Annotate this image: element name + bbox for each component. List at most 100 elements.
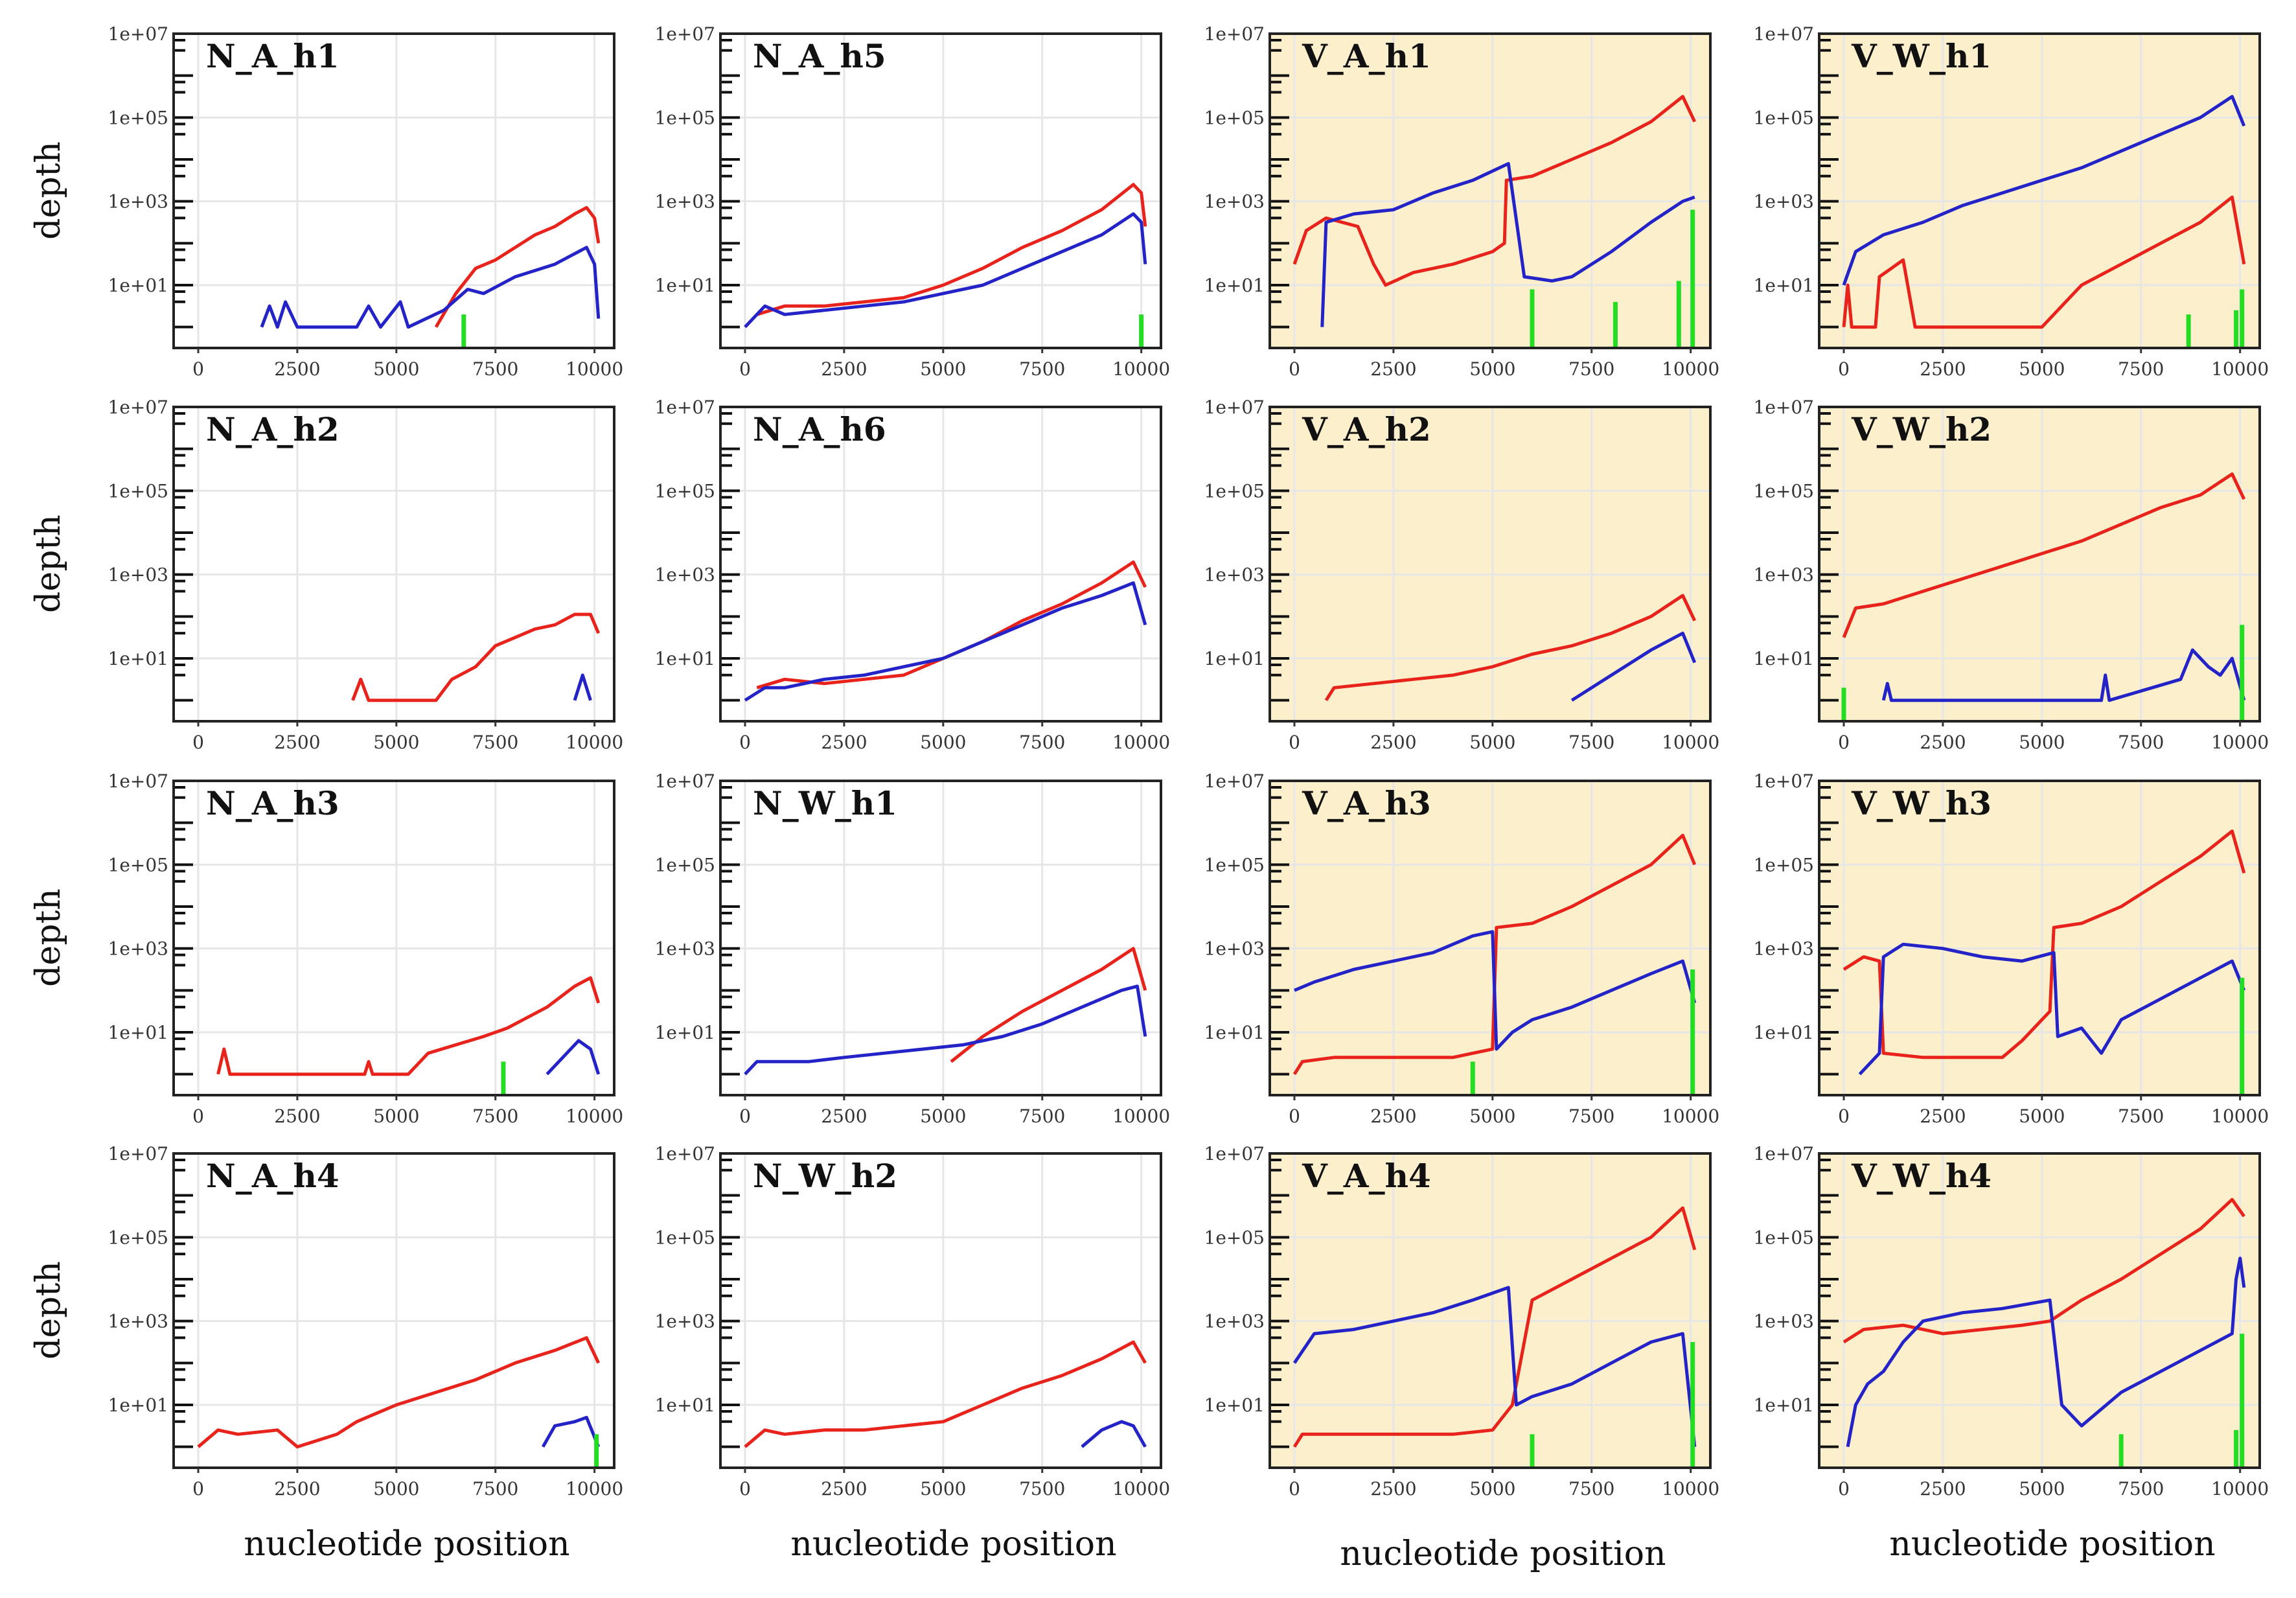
y-axis-label: depth bbox=[29, 515, 68, 613]
x-tick-label: 2500 bbox=[1920, 1478, 1966, 1500]
x-tick-label: 10000 bbox=[2211, 732, 2269, 753]
series-red-line bbox=[197, 1336, 601, 1449]
series-red-line bbox=[1843, 1198, 2245, 1344]
x-tick-label: 7500 bbox=[1568, 732, 1614, 753]
series-blue-line bbox=[541, 1415, 601, 1448]
y-tick-label: 1e+01 bbox=[655, 1022, 715, 1043]
x-tick-label: 2500 bbox=[274, 358, 320, 380]
panel-N_A_h1: 1e+01 1e+03 1e+05 1e+07 0 2500 5000 7500 10000 N_… bbox=[108, 23, 624, 380]
y-tick-label: 1e+03 bbox=[1204, 1311, 1265, 1332]
y-tick-label: 1e+07 bbox=[1754, 770, 1814, 792]
x-tick-label: 2500 bbox=[1370, 1478, 1416, 1500]
x-tick-label: 2500 bbox=[274, 1478, 320, 1500]
x-tick-label: 5000 bbox=[920, 732, 966, 753]
y-tick-label: 1e+07 bbox=[655, 770, 715, 792]
x-tick-label: 7500 bbox=[1568, 1478, 1614, 1500]
y-tick-label: 1e+03 bbox=[1204, 564, 1265, 586]
y-tick-label: 1e+01 bbox=[108, 275, 168, 296]
y-tick-label: 1e+01 bbox=[1754, 275, 1814, 296]
y-tick-label: 1e+07 bbox=[1754, 397, 1814, 418]
series-red-line bbox=[1842, 472, 2246, 638]
panel-N_W_h2: 1e+01 1e+03 1e+05 1e+07 0 2500 5000 7500 10000 N_… bbox=[655, 1143, 1171, 1500]
y-tick-label: 1e+03 bbox=[655, 938, 715, 960]
y-tick-label: 1e+01 bbox=[1204, 1395, 1265, 1416]
y-tick-label: 1e+03 bbox=[1754, 191, 1814, 213]
x-tick-label: 0 bbox=[739, 358, 751, 380]
panel-V_W_h3: 1e+01 1e+03 1e+05 1e+07 0 2500 5000 7500 10000 V_… bbox=[1754, 770, 2269, 1127]
panel-frame bbox=[719, 1152, 1162, 1469]
x-axis-label: nucleotide position bbox=[790, 1525, 1116, 1564]
x-tick-label: 2500 bbox=[821, 1106, 867, 1127]
y-tick-label: 1e+03 bbox=[108, 191, 168, 213]
y-tick-label: 1e+07 bbox=[1204, 1143, 1265, 1164]
x-tick-label: 0 bbox=[1289, 1106, 1300, 1127]
x-tick-label: 2500 bbox=[1370, 732, 1416, 753]
y-tick-label: 1e+01 bbox=[108, 1395, 168, 1416]
series-red-line bbox=[744, 1340, 1147, 1448]
y-tick-label: 1e+01 bbox=[655, 648, 715, 669]
panel-title: N_W_h2 bbox=[753, 1157, 897, 1195]
x-tick-label: 10000 bbox=[2211, 358, 2269, 380]
series-blue-line bbox=[1081, 1420, 1147, 1448]
panel-V_W_h4: 1e+01 1e+03 1e+05 1e+07 0 2500 5000 7500 10000 V_… bbox=[1754, 1143, 2269, 1500]
y-tick-label: 1e+07 bbox=[1754, 23, 1814, 45]
y-tick-label: 1e+05 bbox=[655, 854, 715, 875]
y-tick-label: 1e+01 bbox=[1754, 1022, 1814, 1043]
panel-N_A_h2: 1e+01 1e+03 1e+05 1e+07 0 2500 5000 7500 10000 N_… bbox=[108, 397, 624, 753]
series-blue-line bbox=[1294, 930, 1697, 1051]
series-blue-line bbox=[1858, 942, 2246, 1076]
y-tick-label: 1e+05 bbox=[1754, 1227, 1814, 1248]
x-tick-label: 10000 bbox=[566, 1106, 623, 1127]
y-tick-label: 1e+07 bbox=[108, 397, 168, 418]
y-tick-label: 1e+05 bbox=[1754, 854, 1814, 875]
panel-background bbox=[174, 34, 614, 348]
panel-frame bbox=[1269, 406, 1712, 723]
x-tick-label: 0 bbox=[739, 732, 751, 753]
x-tick-label: 5000 bbox=[920, 358, 966, 380]
panel-V_W_h1: 1e+01 1e+03 1e+05 1e+07 0 2500 5000 7500 10000 V_… bbox=[1754, 23, 2269, 380]
x-tick-label: 5000 bbox=[1469, 732, 1515, 753]
x-tick-label: 10000 bbox=[1662, 1478, 1719, 1500]
x-axis-label: nucleotide position bbox=[244, 1525, 569, 1564]
panel-title: V_A_h4 bbox=[1302, 1157, 1431, 1195]
x-tick-label: 7500 bbox=[2118, 732, 2164, 753]
series-red-line bbox=[1842, 195, 2246, 329]
x-tick-label: 0 bbox=[192, 358, 204, 380]
series-blue-line bbox=[744, 212, 1147, 329]
panel-title: V_W_h1 bbox=[1851, 37, 1992, 75]
x-tick-label: 0 bbox=[1838, 1478, 1850, 1500]
x-tick-label: 5000 bbox=[920, 1478, 966, 1500]
panel-N_A_h6: 1e+01 1e+03 1e+05 1e+07 0 2500 5000 7500 10000 N_… bbox=[655, 397, 1171, 753]
x-tick-label: 5000 bbox=[373, 1478, 419, 1500]
panel-background bbox=[720, 781, 1161, 1095]
panel-frame bbox=[1818, 780, 2261, 1096]
x-tick-label: 10000 bbox=[1112, 732, 1170, 753]
x-tick-label: 2500 bbox=[274, 1106, 320, 1127]
panel-frame bbox=[172, 780, 615, 1096]
y-tick-label: 1e+01 bbox=[1754, 648, 1814, 669]
x-tick-label: 7500 bbox=[2118, 1478, 2164, 1500]
panel-background bbox=[720, 407, 1161, 721]
panel-title: N_A_h5 bbox=[753, 37, 886, 75]
series-red-line bbox=[1292, 1206, 1697, 1448]
series-red-line bbox=[216, 976, 601, 1076]
panel-background bbox=[720, 34, 1161, 348]
y-tick-label: 1e+07 bbox=[108, 23, 168, 45]
x-tick-label: 7500 bbox=[1019, 358, 1065, 380]
y-tick-label: 1e+01 bbox=[655, 1395, 715, 1416]
series-blue-line bbox=[545, 1039, 601, 1076]
x-tick-label: 5000 bbox=[920, 1106, 966, 1127]
panel-title: N_A_h1 bbox=[206, 37, 339, 75]
x-tick-label: 7500 bbox=[1019, 732, 1065, 753]
y-tick-label: 1e+01 bbox=[655, 275, 715, 296]
x-tick-label: 5000 bbox=[373, 732, 419, 753]
y-tick-label: 1e+05 bbox=[108, 480, 168, 502]
panel-frame bbox=[719, 32, 1162, 349]
panel-V_A_h4: 1e+01 1e+03 1e+05 1e+07 0 2500 5000 7500 10000 V_… bbox=[1204, 1143, 1720, 1500]
x-tick-label: 5000 bbox=[2019, 1106, 2065, 1127]
panel-V_A_h1: 1e+01 1e+03 1e+05 1e+07 0 2500 5000 7500 10000 V_… bbox=[1204, 23, 1720, 380]
panel-title: N_A_h3 bbox=[206, 784, 339, 822]
x-tick-label: 7500 bbox=[472, 1478, 518, 1500]
y-tick-label: 1e+05 bbox=[655, 107, 715, 128]
panel-frame bbox=[1269, 780, 1712, 1096]
